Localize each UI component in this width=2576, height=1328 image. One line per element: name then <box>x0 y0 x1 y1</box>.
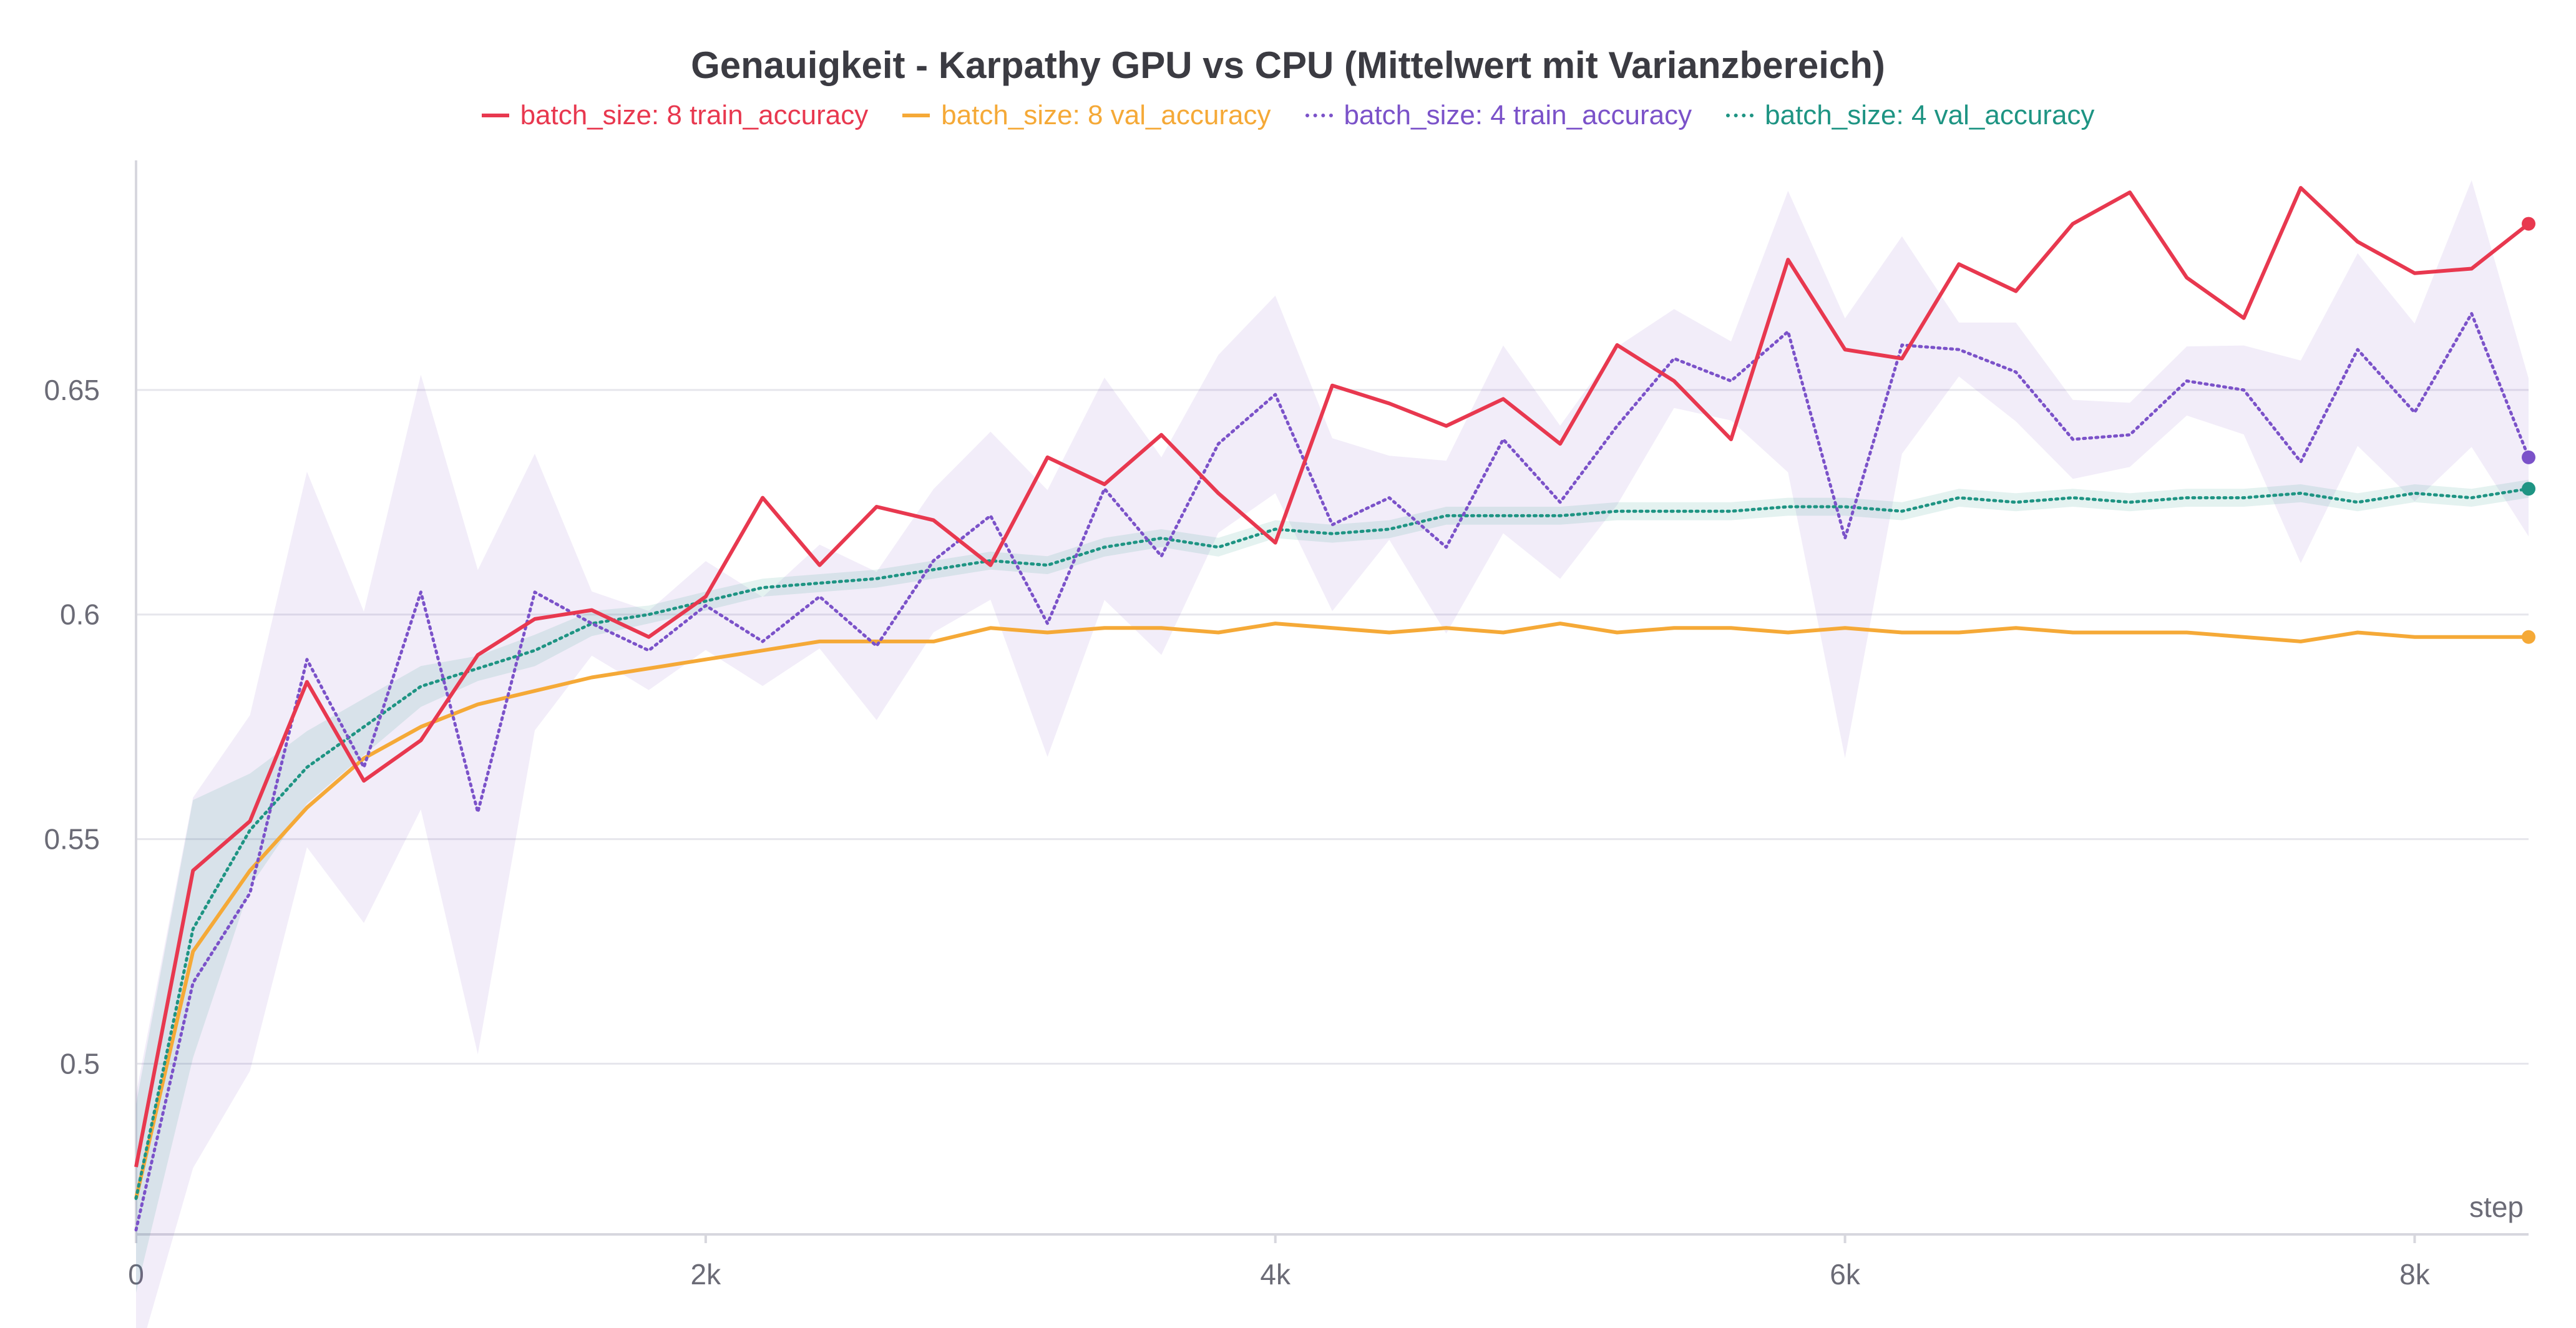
series-endpoint-1 <box>2522 630 2535 644</box>
legend-label: batch_size: 8 val_accuracy <box>941 100 1271 130</box>
series-endpoint-3 <box>2522 482 2535 496</box>
variance-band-batch4-train <box>136 180 2529 1328</box>
x-tick-label: 2k <box>691 1258 722 1291</box>
chart-title: Genauigkeit - Karpathy GPU vs CPU (Mitte… <box>691 44 1885 86</box>
y-tick-label: 0.65 <box>44 374 100 406</box>
x-tick-label: 8k <box>2399 1258 2431 1291</box>
legend-item[interactable]: batch_size: 8 train_accuracy <box>481 100 869 131</box>
legend-label: batch_size: 8 train_accuracy <box>520 100 869 130</box>
legend-swatch <box>481 114 509 117</box>
legend-swatch <box>1726 114 1754 117</box>
y-tick-label: 0.6 <box>60 598 100 631</box>
legend-label: batch_size: 4 val_accuracy <box>1765 100 2095 130</box>
x-tick-label: 4k <box>1260 1258 1291 1291</box>
series-line-3 <box>134 487 2530 1200</box>
legend-swatch <box>902 114 930 117</box>
x-axis-title: step <box>2469 1191 2524 1223</box>
legend-swatch <box>1305 114 1333 117</box>
series-endpoint-2 <box>2522 450 2535 464</box>
series-line-0 <box>134 186 2530 1168</box>
y-tick-label: 0.55 <box>44 823 100 856</box>
series-endpoint-0 <box>2522 217 2535 231</box>
series-line-1 <box>134 622 2529 1199</box>
legend: batch_size: 8 train_accuracy batch_size: … <box>0 100 2576 131</box>
legend-item[interactable]: batch_size: 4 train_accuracy <box>1305 100 1692 131</box>
legend-label: batch_size: 4 train_accuracy <box>1344 100 1692 130</box>
y-tick-label: 0.5 <box>60 1047 100 1080</box>
x-tick-label: 0 <box>128 1258 144 1291</box>
series-line-2 <box>134 312 2530 1232</box>
legend-item[interactable]: batch_size: 4 val_accuracy <box>1726 100 2094 131</box>
x-tick-label: 6k <box>1830 1258 1861 1291</box>
legend-item[interactable]: batch_size: 8 val_accuracy <box>902 100 1271 131</box>
